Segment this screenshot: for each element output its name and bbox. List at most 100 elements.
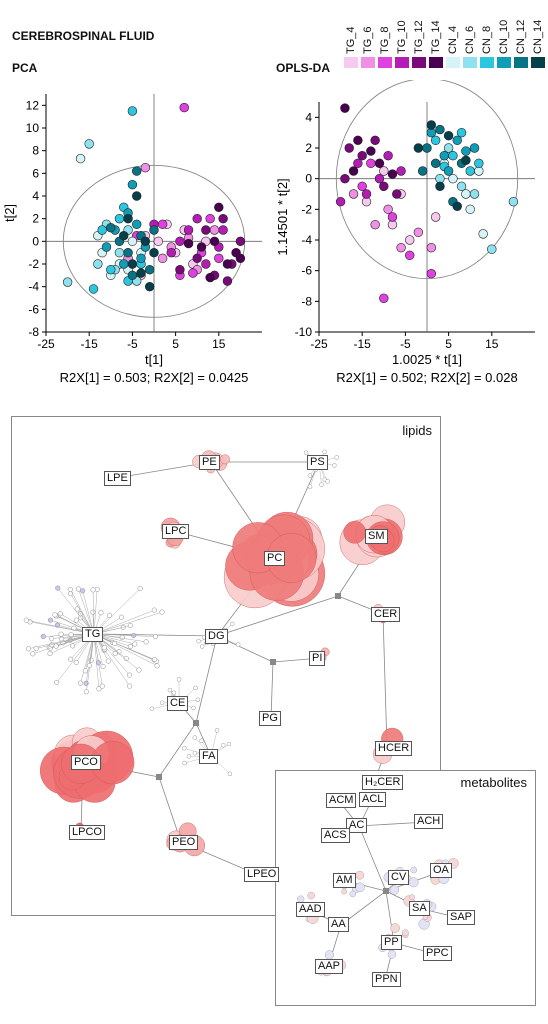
tg-species-node	[52, 612, 58, 618]
legend-label-tg_14: TG_14	[430, 20, 442, 54]
point-cn_8	[456, 127, 467, 138]
species-node-lpc	[166, 529, 184, 547]
metabolite-node	[311, 907, 317, 913]
metabolite-node	[438, 873, 449, 885]
point-cn_14	[127, 259, 138, 269]
metabolite-network-panel: metabolites	[275, 770, 536, 1006]
point-cn_12	[144, 264, 155, 275]
metabolite-node	[448, 858, 459, 869]
tg-species-node	[101, 645, 107, 651]
legend-label-tg_4: TG_4	[345, 26, 357, 54]
tg-spoke	[93, 633, 156, 637]
point-cn_12	[149, 225, 159, 235]
species-node	[303, 450, 309, 455]
point-tg_6	[157, 253, 168, 264]
species-node	[307, 484, 313, 489]
legend-swatch-cn_6	[463, 57, 477, 68]
point-cn_14	[426, 120, 437, 130]
metabolite-node	[383, 933, 394, 944]
species-node	[227, 771, 233, 777]
metabolite-node	[383, 872, 395, 883]
tg-species-node	[127, 643, 133, 649]
tg-species-node	[112, 650, 118, 657]
network-edge	[195, 635, 218, 724]
point-tg_6	[370, 219, 380, 230]
y-tick-label: 2	[305, 141, 312, 155]
species-node	[199, 738, 204, 743]
point-cn_12	[430, 158, 441, 169]
y-tick-label: -6	[301, 264, 312, 278]
tg-species-node	[95, 660, 102, 666]
point-tg_12	[357, 150, 367, 161]
legend-label-tg_8: TG_8	[379, 26, 391, 54]
species-spoke	[210, 730, 218, 757]
y-tick-label: 0	[32, 234, 39, 248]
point-tg_6	[383, 204, 393, 215]
tg-species-node	[86, 663, 93, 669]
tg-species-node	[127, 672, 133, 678]
legend-label-tg_10: TG_10	[396, 20, 408, 54]
y-tick-label: 12	[26, 98, 40, 112]
species-node	[199, 644, 205, 649]
y-tick-label: -10	[295, 325, 313, 339]
tg-species-node	[73, 617, 79, 623]
species-spoke	[151, 702, 180, 709]
point-tg_12	[175, 264, 185, 275]
tg-spoke	[93, 617, 122, 635]
species-node	[222, 627, 228, 633]
point-tg_10	[374, 173, 385, 184]
point-cn_12	[422, 143, 432, 153]
tg-species-node	[67, 586, 73, 592]
point-tg_10	[383, 150, 393, 161]
tg-species-node	[106, 612, 113, 618]
tg-species-node	[105, 658, 111, 664]
network-edge	[358, 825, 387, 892]
legend-label-cn_4: CN_4	[447, 25, 459, 54]
legend-label-cn_14: CN_14	[532, 19, 544, 54]
point-cn_6	[443, 143, 454, 153]
point-tg_8	[179, 102, 189, 113]
point-cn_14	[132, 191, 142, 201]
tg-species-node	[26, 646, 32, 652]
tg-species-node	[127, 623, 133, 629]
legend-swatch-tg_8	[378, 57, 392, 68]
point-cn_14	[136, 268, 146, 278]
tg-species-node	[23, 617, 29, 623]
point-cn_8	[106, 264, 116, 275]
point-cn_8	[430, 135, 441, 146]
y-tick-label: -8	[28, 325, 39, 339]
tg-species-node	[118, 614, 125, 620]
species-spoke	[318, 457, 337, 463]
metabolite-node	[401, 929, 409, 937]
network-hub	[193, 720, 199, 726]
tg-species-node	[159, 609, 165, 615]
pca-title: PCA	[12, 61, 38, 75]
tg-species-node	[98, 610, 104, 616]
point-tg_10	[353, 158, 363, 169]
species-node-cer	[373, 604, 383, 614]
point-cn_14	[452, 201, 462, 211]
point-cn_12	[127, 270, 138, 281]
point-cn_4	[478, 229, 488, 239]
point-tg_12	[235, 236, 246, 247]
species-node	[319, 482, 324, 487]
network-hub	[335, 593, 341, 599]
metabolite-node	[335, 959, 346, 971]
point-cn_8	[127, 106, 138, 116]
x-tick-label: -25	[37, 337, 55, 351]
point-tg_10	[201, 259, 211, 269]
tg-spoke	[70, 589, 95, 635]
tg-species-node	[137, 585, 143, 592]
point-tg_14	[183, 238, 194, 249]
species-node	[196, 638, 201, 644]
metabolite-network-graph	[295, 799, 461, 981]
tg-species-node	[49, 636, 55, 642]
x-tick-label: 15	[212, 337, 226, 351]
species-spoke	[210, 745, 224, 757]
metabolite-node	[324, 950, 334, 960]
point-cn_8	[465, 166, 475, 176]
point-cn_12	[123, 247, 133, 258]
legend-label-cn_12: CN_12	[515, 19, 527, 54]
species-node-peo	[178, 837, 189, 849]
tg-spoke	[93, 588, 141, 635]
